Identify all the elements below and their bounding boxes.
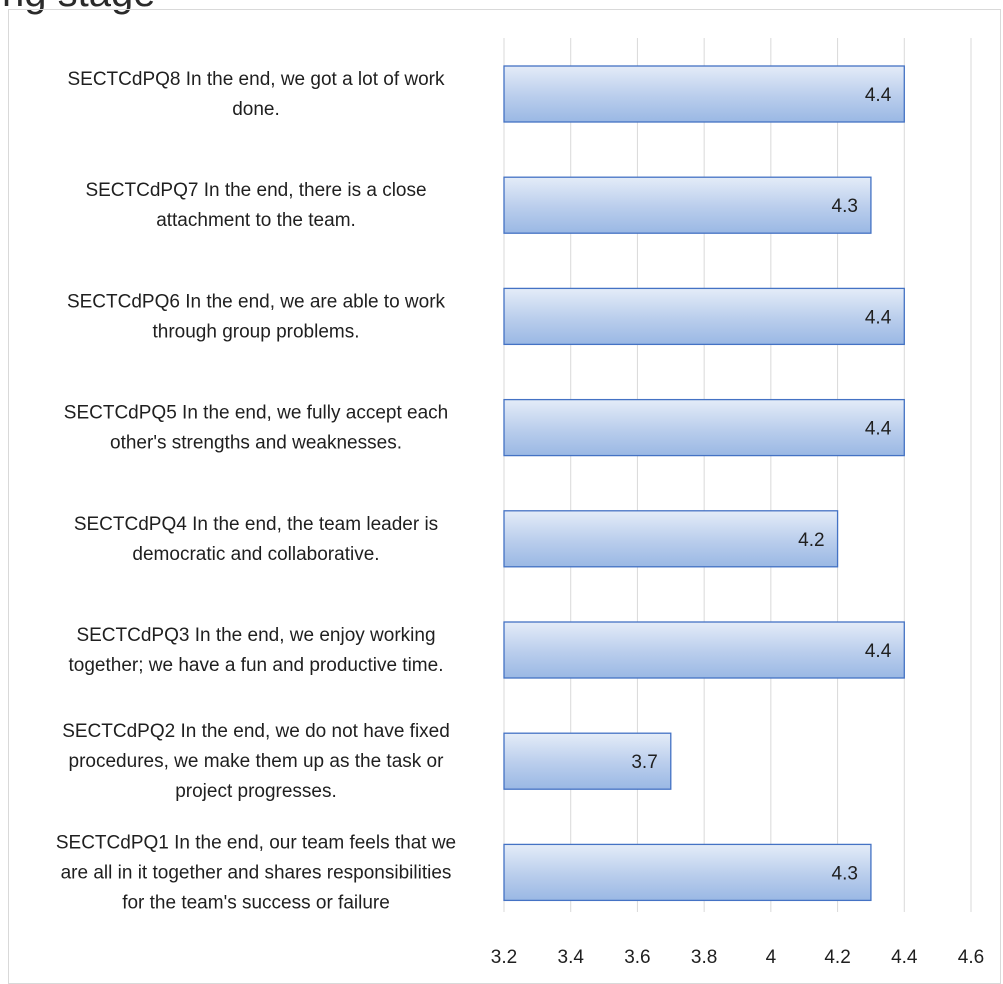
x-tick-label: 4.2 [824, 947, 850, 968]
bar [503, 732, 672, 790]
category-label: SECTCdPQ3 In the end, we enjoy working to… [69, 625, 444, 676]
category-label: SECTCdPQ6 In the end, we are able to wor… [67, 291, 446, 342]
category-label-line: SECTCdPQ4 In the end, the team leader is [74, 514, 438, 535]
category-label: SECTCdPQ8 In the end, we got a lot of wo… [67, 69, 445, 120]
bar [503, 176, 872, 234]
bar-value-label: 4.4 [865, 641, 892, 662]
category-label-line: SECTCdPQ7 In the end, there is a close [85, 180, 426, 201]
category-label: SECTCdPQ2 In the end, we do not have fix… [62, 721, 450, 802]
category-label-line: SECTCdPQ2 In the end, we do not have fix… [62, 721, 450, 742]
category-label-line: for the team's success or failure [122, 892, 390, 913]
bar [503, 843, 872, 902]
category-labels: SECTCdPQ8 In the end, we got a lot of wo… [56, 69, 456, 913]
bar-value-label: 3.7 [631, 752, 657, 773]
bar-value-label: 4.3 [832, 863, 858, 884]
x-tick-label: 3.2 [491, 947, 517, 968]
x-tick-label: 4.6 [958, 947, 984, 968]
bar [503, 65, 905, 123]
x-tick-label: 3.4 [558, 947, 585, 968]
category-label-line: democratic and collaborative. [132, 544, 379, 565]
bar-value-label: 4.4 [865, 307, 892, 328]
bar-value-label: 4.2 [798, 530, 824, 551]
x-tick-label: 4 [766, 947, 777, 968]
category-label-line: through group problems. [152, 321, 359, 342]
chart-title-fragment: ng stage [2, 0, 155, 16]
bar [503, 398, 905, 457]
category-label: SECTCdPQ1 In the end, our team feels tha… [56, 832, 456, 913]
category-label-line: SECTCdPQ5 In the end, we fully accept ea… [64, 403, 448, 424]
bar-value-label: 4.4 [865, 85, 892, 106]
bar-value-label: 4.3 [832, 196, 858, 217]
category-label-line: SECTCdPQ3 In the end, we enjoy working [76, 625, 435, 646]
bars: 4.4 4.3 4.4 4.4 4.2 4.4 3.7 4.3 [503, 65, 905, 902]
category-label-line: project progresses. [175, 781, 337, 802]
bar-value-label: 4.4 [865, 419, 892, 440]
category-label-line: SECTCdPQ8 In the end, we got a lot of wo… [67, 69, 445, 90]
category-label: SECTCdPQ5 In the end, we fully accept ea… [64, 403, 448, 454]
x-tick-label: 3.8 [691, 947, 717, 968]
bar [503, 621, 905, 679]
category-label-line: SECTCdPQ6 In the end, we are able to wor… [67, 291, 446, 312]
category-label-line: SECTCdPQ1 In the end, our team feels tha… [56, 832, 456, 853]
bar [503, 287, 905, 346]
category-label: SECTCdPQ7 In the end, there is a close at… [85, 180, 426, 231]
category-label-line: are all in it together and shares respon… [61, 862, 452, 883]
category-label-line: together; we have a fun and productive t… [69, 655, 444, 676]
bar [503, 510, 839, 568]
category-label-line: procedures, we make them up as the task … [69, 751, 445, 772]
category-label: SECTCdPQ4 In the end, the team leader is… [74, 514, 438, 565]
category-label-line: done. [232, 99, 280, 120]
x-axis-ticks: 3.2 3.4 3.6 3.8 4 4.2 4.4 4.6 [491, 947, 984, 968]
category-label-line: other's strengths and weaknesses. [110, 433, 402, 454]
x-tick-label: 4.4 [891, 947, 918, 968]
category-label-line: attachment to the team. [156, 210, 356, 231]
x-tick-label: 3.6 [624, 947, 650, 968]
